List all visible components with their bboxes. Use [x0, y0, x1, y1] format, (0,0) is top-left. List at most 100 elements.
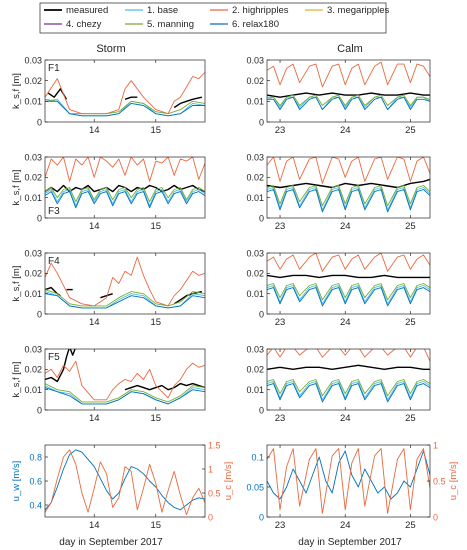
- legend-label-2-highripples: 2. highripples: [232, 5, 289, 16]
- legend-label-4-chezy: 4. chezy: [66, 19, 102, 30]
- y-axis-label-right: u_c [m/s]: [448, 462, 459, 501]
- series-line-measured: [45, 349, 76, 383]
- axes-box: [266, 348, 431, 411]
- series-line-2-highripples: [45, 360, 205, 401]
- series-line-2-highripples: [267, 253, 430, 272]
- x-tick-label: 14: [89, 520, 100, 531]
- x-tick-label: 24: [340, 221, 351, 232]
- x-tick-label: 24: [340, 520, 351, 531]
- y-tick-label: 0.4: [29, 500, 42, 510]
- series-line-2-highripples: [267, 61, 430, 88]
- x-tick-label: 14: [89, 413, 100, 424]
- y-axis-label: k_s,f [m]: [11, 362, 22, 398]
- series-line-2-highripples: [267, 157, 430, 184]
- y-tick-label: 0.01: [24, 289, 42, 299]
- legend-label-5-manning: 5. manning: [147, 19, 194, 30]
- y-tick-label: 0.01: [24, 97, 42, 107]
- series-line-6-relax180: [267, 287, 430, 307]
- x-tick-label: 24: [340, 125, 351, 136]
- y-tick-label: 0.01: [24, 193, 42, 203]
- series-line-6-relax180: [267, 383, 430, 403]
- y-tick-label: 0.02: [24, 365, 42, 375]
- y-tick-label-right: 1.5: [208, 440, 221, 450]
- axes-box: [266, 444, 431, 518]
- series-line-5-manning: [45, 289, 205, 307]
- y-tick-label: 0: [37, 117, 42, 127]
- x-tick-label: 15: [150, 520, 161, 531]
- y-tick-label: 0: [37, 309, 42, 319]
- y-tick-label-right: 1: [208, 464, 213, 474]
- series-line-1-base: [267, 381, 430, 401]
- series-line-5-manning: [45, 187, 205, 203]
- x-tick-label: 15: [150, 317, 161, 328]
- x-axis-label-left: day in September 2017: [59, 537, 163, 548]
- y-tick-label: 0.03: [24, 152, 42, 162]
- series-line-2-highripples: [45, 256, 205, 307]
- y-tick-label: 0.8: [29, 452, 42, 462]
- y-tick-label: 0.02: [246, 269, 264, 279]
- x-tick-label: 25: [405, 520, 416, 531]
- legend-label-3-megaripples: 3. megaripples: [327, 5, 390, 16]
- panel-label: F1: [48, 63, 60, 74]
- y-tick-label: 0.1: [251, 452, 264, 462]
- series-line-measured: [124, 382, 205, 391]
- y-tick-label: 0.01: [246, 289, 264, 299]
- series-line-5-manning: [45, 383, 205, 403]
- y-tick-label: 0.03: [24, 248, 42, 258]
- panel-f4-calm: 23 24 25 0 0.01 0.02 0.03: [246, 248, 431, 328]
- series-line-6-relax180: [45, 100, 205, 117]
- column-title-storm: Storm: [96, 43, 125, 55]
- series-line-6-relax180: [267, 96, 430, 111]
- x-tick-label: 23: [275, 317, 286, 328]
- y-tick-label: 0.02: [246, 365, 264, 375]
- series-line-1-base: [267, 285, 430, 305]
- y-tick-label: 0: [259, 117, 264, 127]
- x-tick-label: 14: [89, 221, 100, 232]
- x-tick-label: 25: [405, 317, 416, 328]
- series-line-6-relax180: [45, 191, 205, 209]
- series-line-5-manning: [267, 379, 430, 397]
- panel-label: F5: [48, 352, 60, 363]
- axes-box: [44, 156, 206, 219]
- series-line-1-base: [45, 189, 205, 207]
- y-axis-label: k_s,f [m]: [11, 266, 22, 302]
- y-tick-label: 0.03: [246, 55, 264, 65]
- y-tick-label: 0: [37, 213, 42, 223]
- legend-label-measured: measured: [66, 5, 108, 16]
- axes-box: [266, 59, 431, 123]
- series-line-measured: [173, 96, 203, 109]
- series-line-1-base: [267, 187, 430, 211]
- axes-box: [266, 156, 431, 219]
- y-tick-label: 0.03: [246, 248, 264, 258]
- y-tick-label: 0.05: [246, 482, 264, 492]
- panel-series: [267, 157, 430, 213]
- x-tick-label: 24: [340, 413, 351, 424]
- axes-box: [44, 348, 206, 411]
- legend: measured 1. base 2. highripples 3. megaripp…: [39, 2, 390, 34]
- x-tick-label: 25: [405, 221, 416, 232]
- y-tick-label: 0.03: [24, 55, 42, 65]
- x-tick-label: 23: [275, 125, 286, 136]
- y-tick-label: 0.01: [246, 193, 264, 203]
- series-line-measured: [124, 96, 138, 100]
- panel-f5-storm: 14 15 0 0.01 0.02 0.03 F5 k_s,f [m]: [11, 344, 206, 424]
- x-tick-label: 23: [275, 520, 286, 531]
- axes-box: [44, 59, 206, 123]
- y-tick-label: 0.02: [24, 269, 42, 279]
- series-line-2-highripples: [45, 72, 205, 115]
- y-tick-label-right: 0.5: [433, 476, 446, 486]
- y-tick-label: 0: [259, 309, 264, 319]
- series-line-measured: [267, 364, 430, 370]
- panel-velocity-storm: 14 15 0.4 0.6 0.8 0 0.5 1 1.5 u_w [m/s] u_c [m/s]: [11, 440, 234, 531]
- series-line-2-highripples: [45, 157, 205, 182]
- series-line-5-manning: [45, 98, 205, 115]
- y-axis-label: k_s,f [m]: [11, 73, 22, 109]
- series-line-1-base: [267, 96, 430, 111]
- series-line-6-relax180: [45, 293, 205, 309]
- x-tick-label: 23: [275, 413, 286, 424]
- series-line-u-w: [45, 449, 205, 511]
- panel-f4-storm: 14 15 0 0.01 0.02 0.03 F4 k_s,f [m]: [11, 248, 206, 328]
- y-tick-label: 0.01: [246, 385, 264, 395]
- legend-label-1-base: 1. base: [147, 5, 178, 16]
- panel-f3-calm: 23 24 25 0 0.01 0.02 0.03: [246, 152, 431, 232]
